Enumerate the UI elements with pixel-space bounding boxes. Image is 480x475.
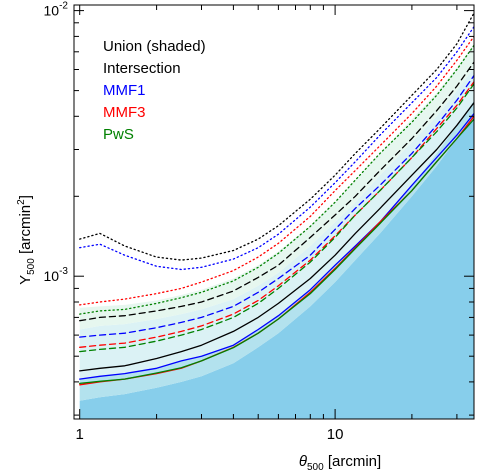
- series-line-7-dashed: [79, 81, 474, 348]
- series-lines: [79, 12, 474, 386]
- x-axis-label: θ500 [arcmin]: [299, 453, 381, 473]
- x-axis-label-symbol: θ: [299, 453, 307, 470]
- axis-ticks: [74, 5, 474, 419]
- y-tick-label-exponent: -2: [59, 1, 68, 12]
- y-axis-label-unit-close: ]: [17, 195, 34, 199]
- legend: Union (shaded) Intersection MMF1 MMF3 PwS: [103, 38, 206, 143]
- x-axis-label-unit: [arcmin]: [324, 453, 382, 470]
- x-tick-label: 10: [327, 426, 344, 443]
- y-axis-label-symbol: Y: [17, 275, 34, 285]
- legend-entry: MMF3: [103, 104, 146, 121]
- series-line-5-dashed: [79, 61, 474, 322]
- shaded-band-4: [79, 43, 474, 330]
- x-tick-label: 1: [76, 426, 84, 443]
- y-tick-label: 10-2: [44, 1, 69, 19]
- y-tick-label-exponent: -3: [59, 266, 68, 277]
- series-line-4-solid: [79, 118, 474, 385]
- y-axis-label-unit-superscript: 2: [16, 199, 27, 205]
- x-axis-label-subscript: 500: [307, 462, 324, 473]
- plot-frame: [73, 4, 475, 420]
- series-line-9-dotted: [79, 12, 474, 261]
- legend-entry: MMF1: [103, 82, 146, 99]
- legend-entry: Intersection: [103, 60, 181, 77]
- y-axis-label: Y500 [arcmin2]: [16, 195, 37, 285]
- series-line-11-dotted: [79, 35, 474, 306]
- series-line-6-dashed: [79, 74, 474, 338]
- y-tick-label-base: 10: [44, 268, 60, 284]
- series-line-12-dotted: [79, 44, 474, 315]
- legend-entry: PwS: [103, 126, 134, 143]
- y-tick-label: 10-3: [44, 266, 69, 284]
- shaded-band-1: [79, 113, 474, 419]
- y-axis-label-unit: [arcmin: [17, 205, 34, 258]
- series-line-10-dotted: [79, 26, 474, 271]
- legend-entry: Union (shaded): [103, 38, 206, 55]
- y-axis-label-subscript: 500: [26, 258, 37, 275]
- series-line-8-dashed: [79, 83, 474, 353]
- shaded-bands: [79, 43, 474, 419]
- y-tick-label-base: 10: [44, 3, 60, 19]
- series-line-2-solid: [79, 112, 474, 380]
- series-line-1-solid: [79, 102, 474, 372]
